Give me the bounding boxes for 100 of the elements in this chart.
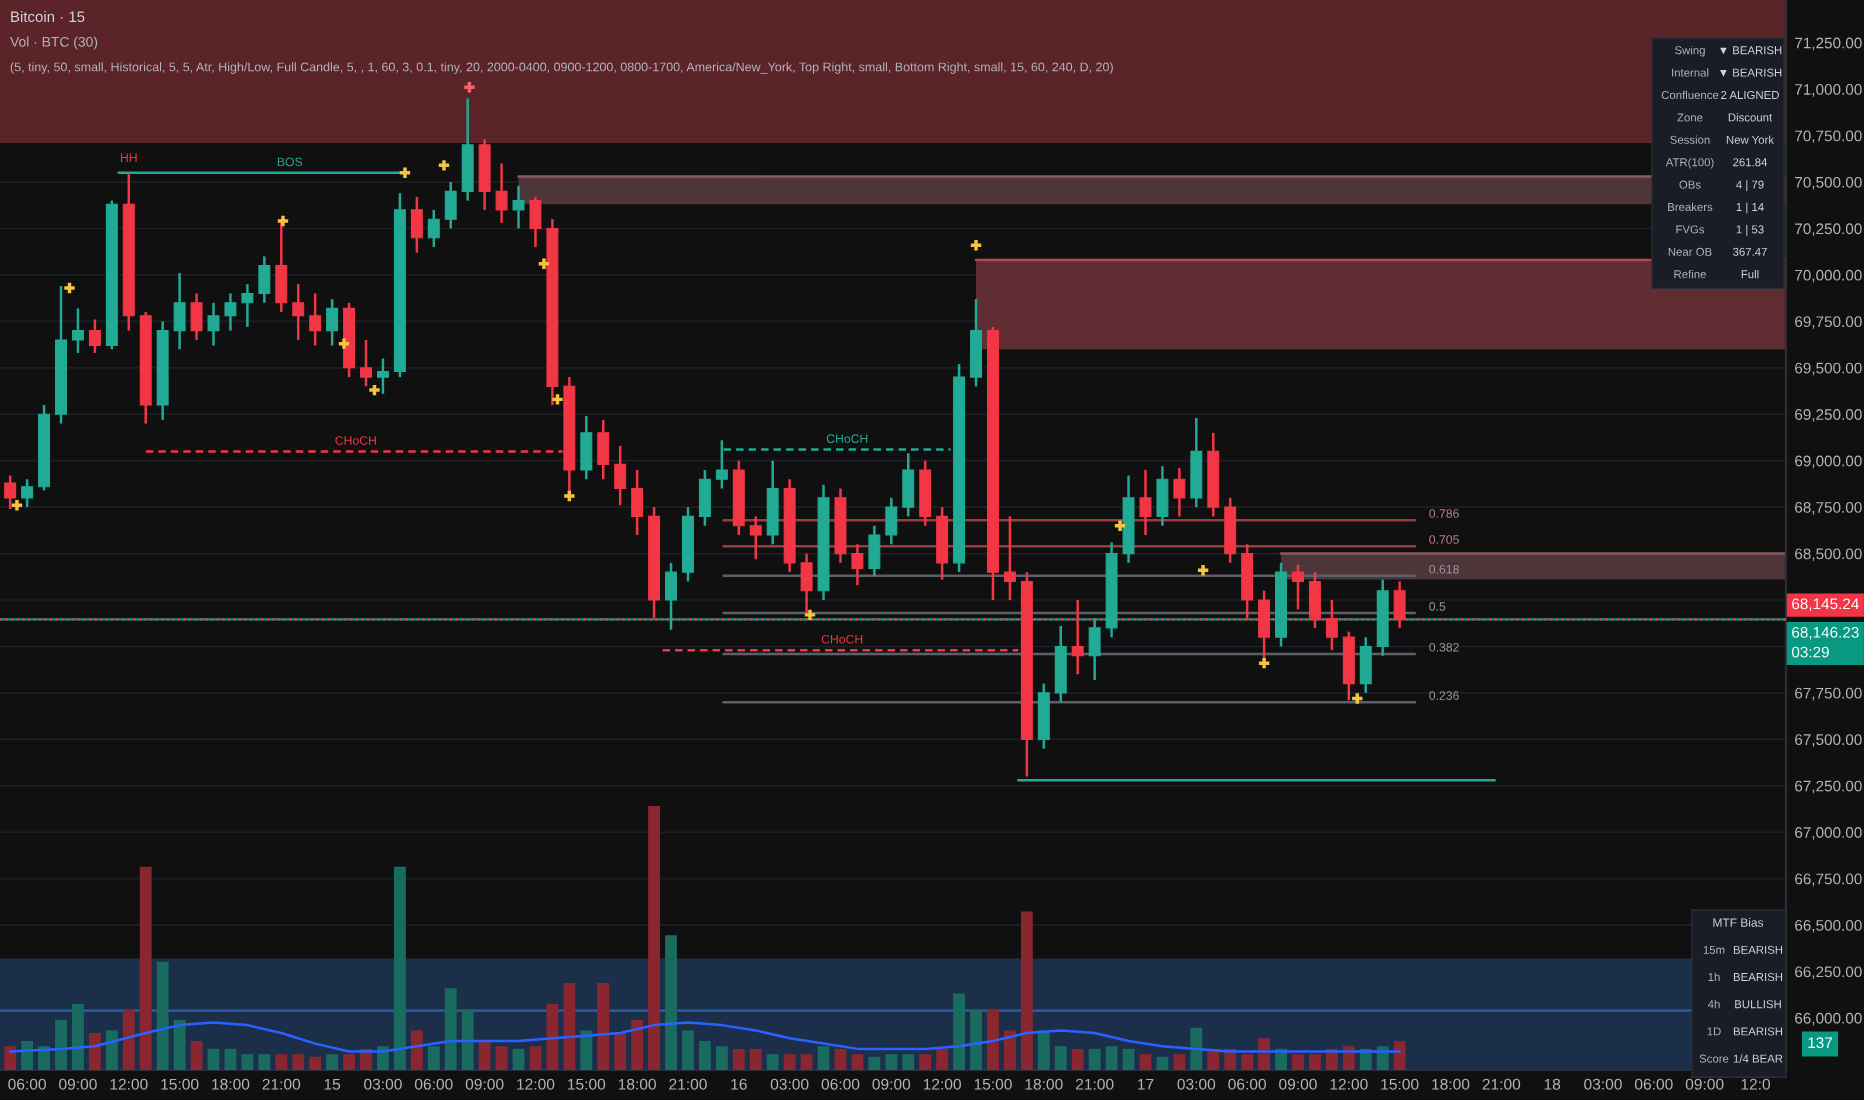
candlestick <box>1054 624 1067 704</box>
candlestick <box>1139 468 1152 537</box>
bar <box>698 1040 711 1070</box>
candlestick <box>292 282 305 342</box>
candlestick <box>275 217 288 314</box>
bar <box>1292 1054 1304 1070</box>
candlestick <box>427 208 440 249</box>
candlestick <box>665 561 677 631</box>
candlestick <box>800 552 813 615</box>
bar <box>1071 1048 1084 1070</box>
candlestick <box>512 184 525 230</box>
bar <box>292 1054 305 1070</box>
candlestick <box>936 505 949 581</box>
bar <box>72 1004 84 1070</box>
bar <box>21 1040 34 1070</box>
bar <box>461 1009 474 1070</box>
bar <box>173 1019 186 1070</box>
bar <box>139 866 152 1070</box>
candlestick <box>698 468 711 527</box>
candlestick <box>241 282 254 329</box>
candlestick <box>614 444 627 507</box>
bar <box>1156 1056 1169 1070</box>
bar <box>512 1048 525 1070</box>
bar <box>275 1054 288 1070</box>
bar <box>631 1019 644 1070</box>
bar <box>868 1056 881 1070</box>
candlestick <box>190 292 203 342</box>
bar <box>1122 1048 1135 1070</box>
bar <box>495 1046 508 1070</box>
bar <box>1393 1040 1406 1070</box>
candlestick <box>868 524 881 578</box>
bar <box>715 1046 728 1070</box>
candlestick <box>326 297 339 347</box>
candlestick <box>766 459 779 546</box>
bar <box>580 1030 593 1070</box>
candlestick <box>207 301 220 347</box>
candlestick <box>919 459 932 527</box>
bar <box>122 1009 135 1070</box>
bar <box>478 1040 491 1070</box>
bar <box>546 1004 559 1070</box>
candlestick <box>478 138 491 212</box>
bar <box>1003 1030 1016 1070</box>
bar <box>953 993 966 1070</box>
bar <box>309 1056 322 1070</box>
bar <box>326 1054 339 1070</box>
bar <box>1020 911 1033 1070</box>
candlestick <box>580 414 593 481</box>
bar <box>563 982 576 1070</box>
candlestick <box>851 543 864 587</box>
candlestick <box>1088 617 1101 682</box>
bar <box>88 1033 101 1070</box>
candlestick <box>970 297 983 388</box>
candlestick <box>410 195 423 254</box>
candlestick <box>749 515 762 561</box>
bar <box>834 1048 847 1070</box>
candlestick <box>1037 682 1050 750</box>
candlestick <box>597 418 610 481</box>
bar <box>614 1033 627 1070</box>
candlestick <box>1359 635 1372 695</box>
candlestick <box>631 468 644 537</box>
candlestick <box>4 474 17 511</box>
bar <box>258 1054 271 1070</box>
bar <box>902 1054 915 1070</box>
bar <box>665 935 677 1070</box>
candlestick <box>1156 465 1169 527</box>
bar <box>529 1046 542 1070</box>
bar <box>427 1046 440 1070</box>
candlestick <box>258 255 271 305</box>
bar <box>749 1048 762 1070</box>
candlestick <box>885 496 898 546</box>
candlestick <box>173 271 186 351</box>
candlestick <box>1190 416 1203 509</box>
bar <box>732 1048 745 1070</box>
bar <box>885 1054 898 1070</box>
candlestick <box>1003 515 1016 602</box>
bar <box>444 988 457 1070</box>
candlestick <box>1173 466 1186 518</box>
bar <box>919 1054 932 1070</box>
bar <box>1241 1054 1254 1070</box>
candlestick <box>88 318 101 355</box>
bar <box>343 1054 355 1070</box>
bar <box>1173 1054 1186 1070</box>
candlestick <box>1342 630 1355 702</box>
candlestick <box>461 97 474 202</box>
bar <box>241 1054 254 1070</box>
bar <box>817 1046 830 1070</box>
bar <box>207 1048 220 1070</box>
bar <box>1037 1030 1050 1070</box>
candlestick <box>495 162 508 225</box>
candlestick <box>902 452 915 518</box>
bar <box>1309 1054 1321 1070</box>
bar <box>156 961 169 1070</box>
bar <box>4 1046 17 1070</box>
candlestick <box>529 195 542 249</box>
candlestick <box>1224 496 1237 565</box>
bar <box>1258 1038 1271 1070</box>
candlestick <box>360 338 372 388</box>
candlestick <box>376 357 389 396</box>
bar <box>1190 1027 1203 1070</box>
bar <box>224 1048 237 1070</box>
